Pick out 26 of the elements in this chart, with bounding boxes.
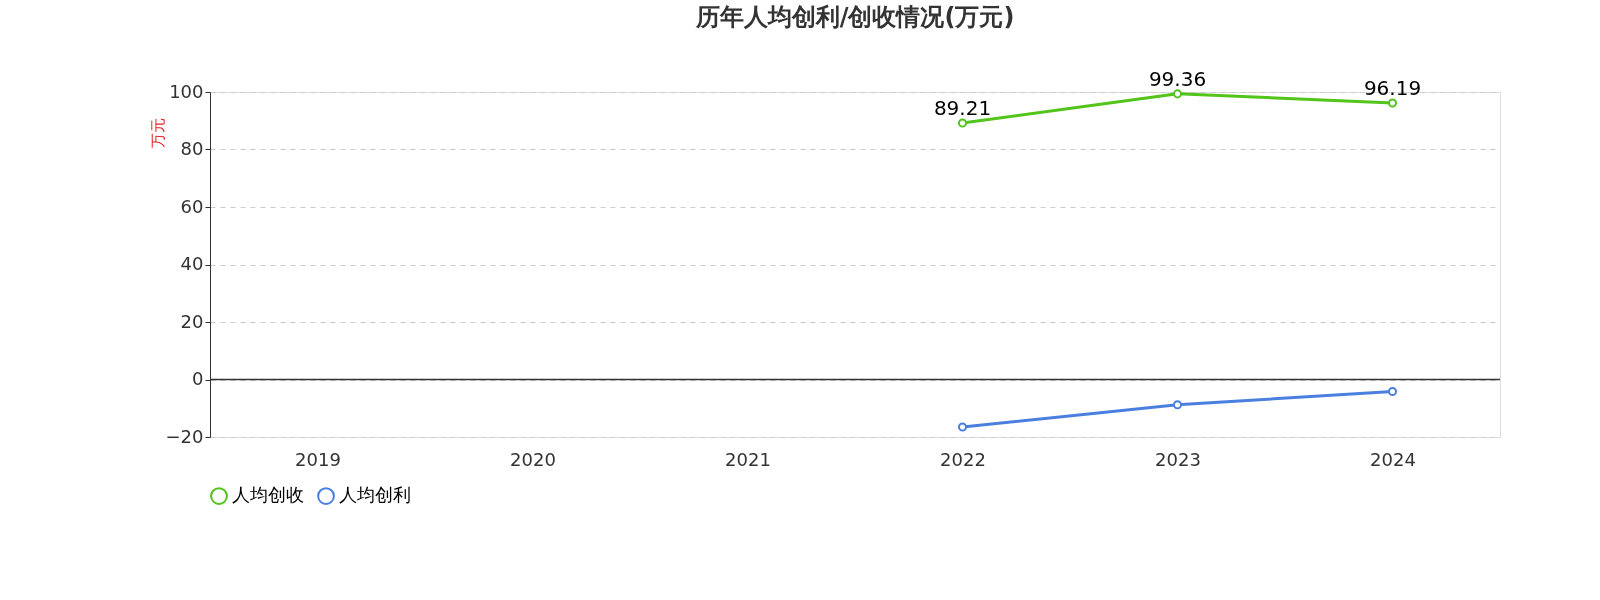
point — [1172, 400, 1183, 410]
x-tick-label: 2023 — [1155, 448, 1201, 470]
data-label: 99.36 — [1148, 66, 1207, 91]
y-tick-label: 100 — [169, 80, 204, 102]
y-tick-label: 40 — [180, 253, 204, 274]
y-tick-label: 20 — [180, 310, 204, 332]
x-tick-label: 2022 — [940, 448, 986, 470]
point — [957, 118, 968, 128]
point — [1172, 89, 1183, 99]
point — [957, 422, 968, 432]
data-label: 96.19 — [1363, 75, 1422, 100]
x-tick-label: 2024 — [1370, 448, 1416, 470]
point — [1387, 387, 1398, 397]
x-tick-label: 2019 — [295, 448, 341, 470]
chart-title: 历年人均创利/创收情况(万元) — [694, 2, 1015, 31]
y-axis-title: 万元 — [148, 117, 167, 148]
y-tick-label: −20 — [165, 425, 204, 447]
y-tick-label: 80 — [180, 138, 204, 159]
y-tick-label: 60 — [180, 195, 204, 217]
x-tick-label: 2021 — [725, 448, 771, 470]
legend-label: 人均创收 — [232, 484, 304, 506]
legend-label: 人均创利 — [339, 484, 411, 506]
data-label: 89.21 — [933, 96, 992, 121]
point — [1387, 98, 1398, 108]
y-tick-label: 0 — [192, 368, 204, 389]
x-tick-label: 2020 — [510, 448, 556, 470]
